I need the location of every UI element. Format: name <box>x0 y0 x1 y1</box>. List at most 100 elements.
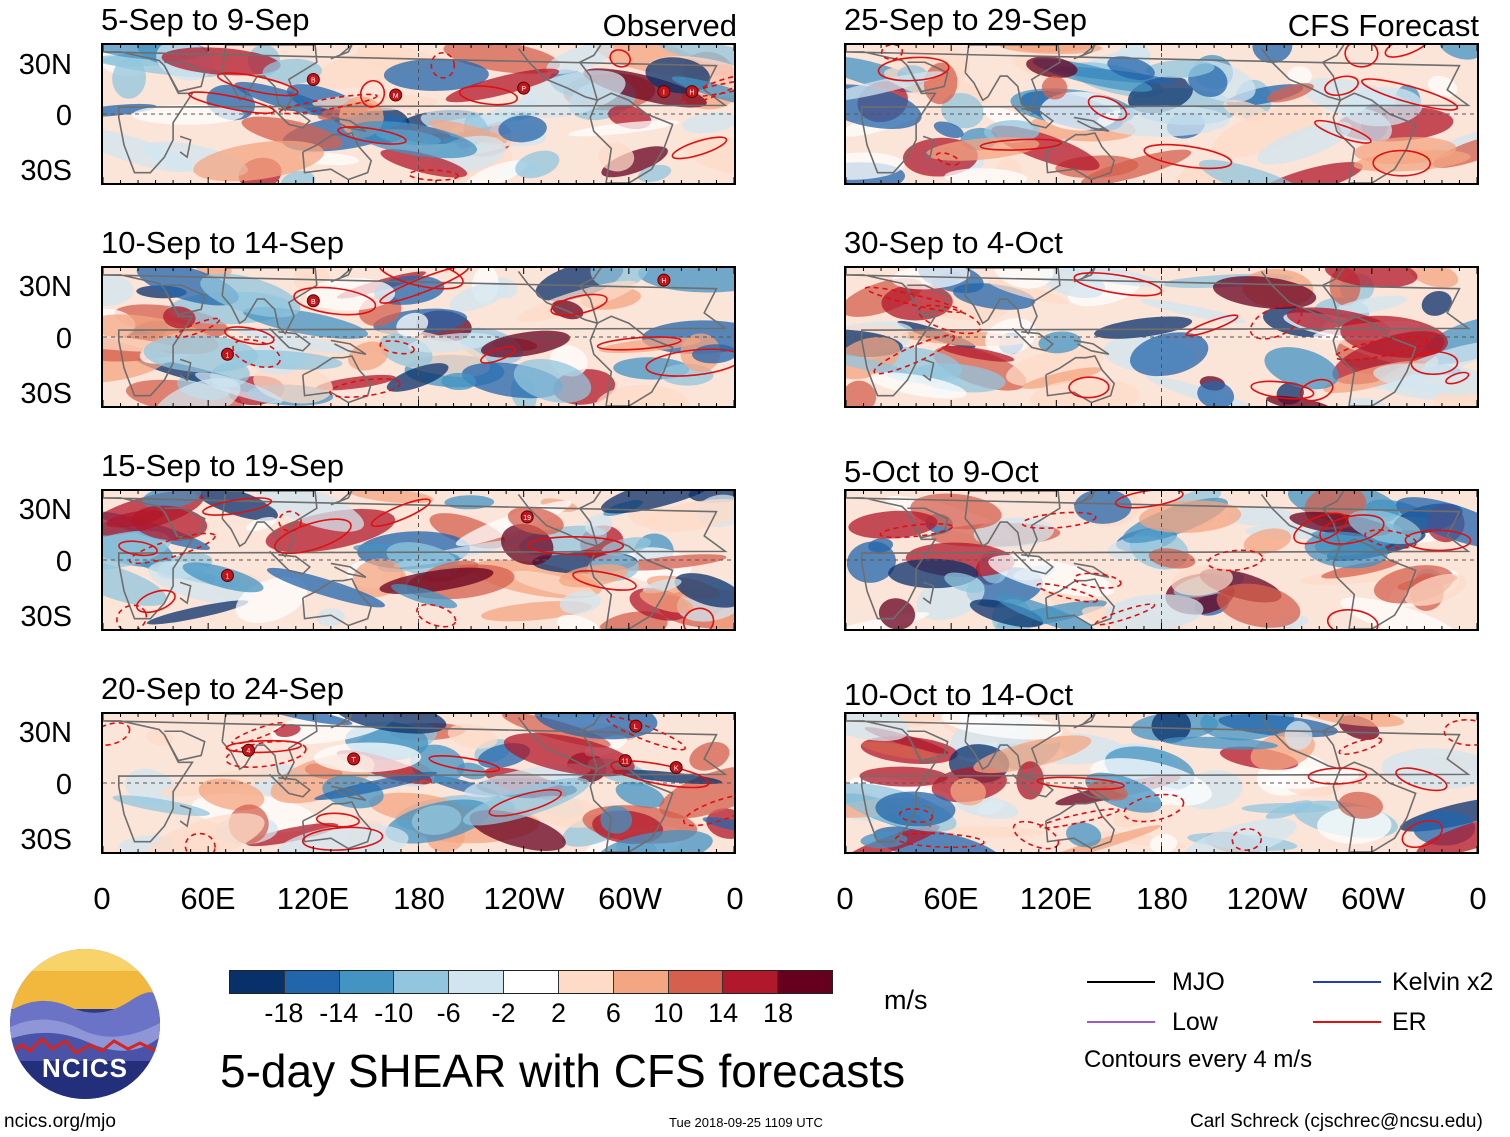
lat-label-0: 0 <box>55 769 72 801</box>
storm-marker: P <box>517 81 531 95</box>
shear-field <box>846 714 1477 852</box>
colorbar-units: m/s <box>884 985 928 1015</box>
coastlines <box>846 714 1471 852</box>
panel-title-obs-3: 15-Sep to 19-Sep <box>101 448 345 483</box>
coastlines <box>103 714 728 852</box>
colorbar-swatch <box>449 971 505 993</box>
colorbar-swatch <box>613 971 669 993</box>
storm-marker: L <box>629 719 643 733</box>
storm-label: I <box>663 90 665 97</box>
coastlines <box>846 45 1471 183</box>
legend-line-mjo <box>1087 981 1155 983</box>
storm-label: K <box>674 765 679 772</box>
frame-ticks <box>846 491 1477 629</box>
map-panel-obs-4: L 4 T 11 K <box>101 712 736 854</box>
storm-marker: H <box>685 85 699 99</box>
storm-marker: K <box>669 760 683 774</box>
lat-label-0: 0 <box>55 323 72 355</box>
lon-label: 0 <box>836 881 854 916</box>
lat-label-0: 0 <box>55 100 72 132</box>
lon-label: 180 <box>1136 881 1188 916</box>
storm-label: 11 <box>622 759 629 766</box>
er-contours <box>175 268 734 398</box>
colorbar-tick-label: 14 <box>708 998 739 1028</box>
shear-anomaly-shading <box>846 45 1477 183</box>
shear-field <box>846 45 1477 183</box>
colorbar-tick-label: -10 <box>374 998 414 1028</box>
er-contours <box>879 491 1472 629</box>
lon-label: 120E <box>1019 881 1093 916</box>
footer-credit: Carl Schreck (cjschrec@ncsu.edu) <box>1190 1111 1483 1132</box>
colorbar-tick-label: -2 <box>491 998 516 1028</box>
lon-label: 0 <box>93 881 111 916</box>
map-panel-obs-1: B M P I H <box>101 43 736 185</box>
panel-title-fc-3: 5-Oct to 9-Oct <box>844 454 1039 489</box>
lon-label: 120W <box>1226 881 1308 916</box>
er-contours <box>877 45 1459 177</box>
panel-title-obs-4: 20-Sep to 24-Sep <box>101 671 345 706</box>
colorbar-swatch <box>778 971 832 993</box>
legend-line-er <box>1313 1021 1381 1023</box>
frame-ticks <box>846 268 1477 406</box>
shear-field: L 4 T 11 K <box>103 714 734 852</box>
lat-label-0: 0 <box>55 546 72 578</box>
lon-label: 120W <box>483 881 565 916</box>
lat-label-30n: 30N <box>18 717 72 749</box>
storm-label: 1 <box>225 352 229 359</box>
footer-timestamp: Tue 2018-09-25 1109 UTC <box>669 1115 823 1130</box>
storm-marker: T <box>347 752 361 766</box>
storm-label: 4 <box>247 748 251 755</box>
ncics-logo: NCICS <box>10 949 160 1099</box>
lon-label: 60E <box>180 881 236 916</box>
er-contours <box>895 719 1477 851</box>
storm-label: H <box>689 90 694 97</box>
map-panel-fc-3 <box>844 489 1479 631</box>
coastlines <box>846 491 1471 629</box>
colorbar-tick-label: -14 <box>319 998 359 1028</box>
logo-text: NCICS <box>42 1053 128 1083</box>
legend-label-low: Low <box>1172 1008 1218 1036</box>
storm-label: B <box>311 299 316 306</box>
colorbar-tick-label: -6 <box>436 998 461 1028</box>
frame-ticks <box>103 268 734 406</box>
storm-marker: 4 <box>241 743 255 757</box>
coastlines <box>103 45 728 183</box>
coastlines <box>103 268 728 406</box>
frame-ticks <box>846 714 1477 852</box>
frame-ticks <box>103 714 734 852</box>
storm-label: 1 <box>225 574 229 581</box>
frame-ticks <box>846 45 1477 183</box>
forecast-tag: CFS Forecast <box>1287 8 1479 43</box>
storm-marker: B <box>306 294 320 308</box>
shear-anomaly-shading <box>846 268 1477 406</box>
shear-field: B M P I H <box>103 45 734 183</box>
storm-label: M <box>393 93 399 100</box>
map-panel-obs-3: 19 1 <box>101 489 736 631</box>
coastlines <box>846 268 1471 406</box>
colorbar-tick-label: 10 <box>653 998 684 1028</box>
map-panel-obs-2: H B 1 <box>101 266 736 408</box>
lon-label: 60E <box>923 881 979 916</box>
colorbar-swatch <box>284 971 340 993</box>
colorbar-tick-label: 6 <box>605 998 621 1028</box>
lon-label: 60W <box>1341 881 1405 916</box>
map-panel-fc-2 <box>844 266 1479 408</box>
observed-tag: Observed <box>602 8 737 43</box>
storm-marker: 19 <box>520 510 534 524</box>
lon-label: 120E <box>276 881 350 916</box>
legend-label-er: ER <box>1392 1008 1427 1036</box>
lat-label-30s: 30S <box>20 155 72 187</box>
storm-label: B <box>311 78 316 85</box>
storm-marker: I <box>657 85 671 99</box>
lat-label-30n: 30N <box>18 494 72 526</box>
panel-title-obs-2: 10-Sep to 14-Sep <box>101 225 345 260</box>
storm-marker: 1 <box>220 569 234 583</box>
storm-marker: 1 <box>220 347 234 361</box>
lat-label-30s: 30S <box>20 378 72 410</box>
lon-label: 0 <box>726 881 744 916</box>
lat-label-30s: 30S <box>20 824 72 856</box>
lat-label-30n: 30N <box>18 49 72 81</box>
shear-field <box>846 268 1477 406</box>
colorbar-swatch <box>230 971 285 993</box>
footer-url[interactable]: ncics.org/mjo <box>4 1111 116 1132</box>
